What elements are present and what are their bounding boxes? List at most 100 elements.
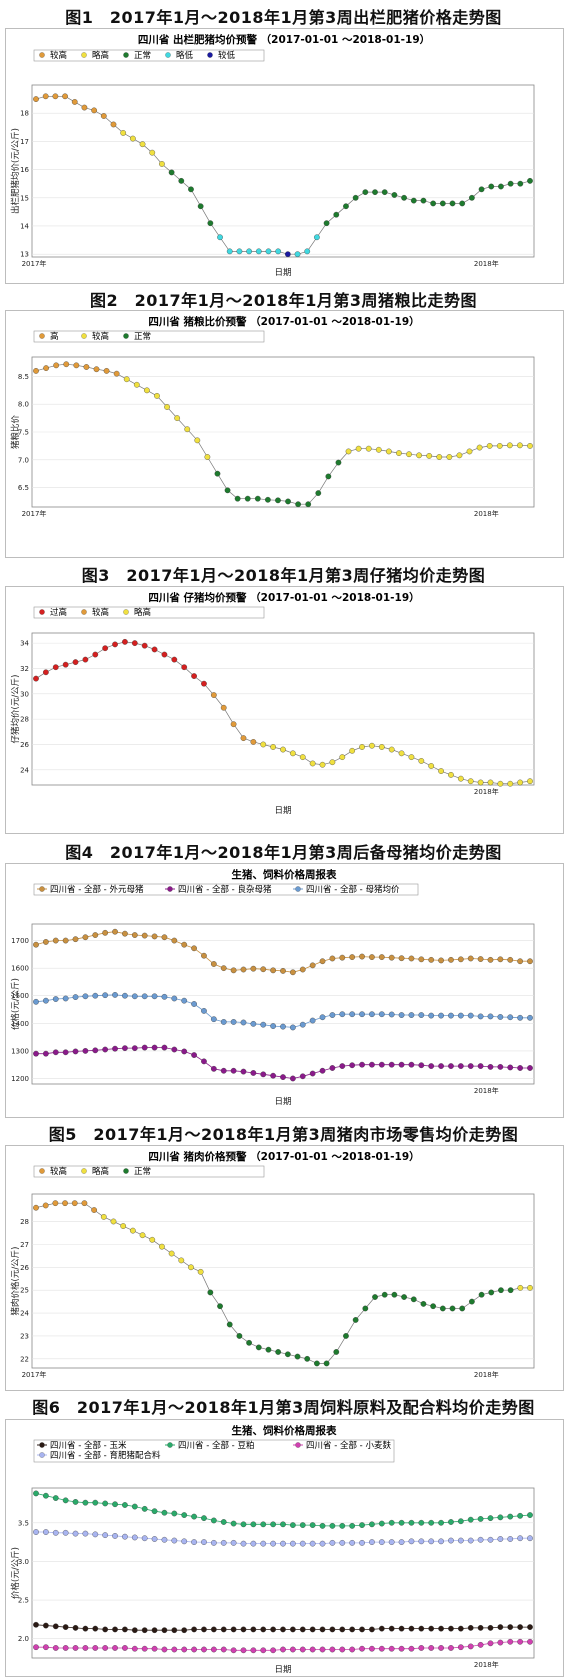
data-point	[329, 1646, 336, 1653]
data-point	[319, 1067, 326, 1074]
data-point	[151, 1536, 158, 1542]
data-point	[299, 754, 306, 761]
data-point	[181, 1538, 188, 1545]
x-tick-label: 2017年	[22, 1370, 47, 1379]
data-point	[246, 1339, 252, 1346]
data-point	[191, 673, 197, 679]
data-point	[349, 1062, 356, 1069]
data-point	[466, 448, 473, 455]
data-point	[201, 1008, 207, 1014]
figure-4-panel: 生猪、饲料价格周报表 四川省 - 全部 - 外元母猪 四川省 - 全部 - 良杂母猪…	[5, 863, 564, 1118]
data-point	[230, 1647, 237, 1654]
y-tick-label: 2.5	[18, 1597, 29, 1605]
plot-area	[31, 923, 535, 1085]
data-point	[319, 761, 326, 768]
y-tick-label: 24	[20, 1310, 29, 1318]
legend-label: 四川省 - 全部 - 豆粕	[178, 1440, 254, 1451]
data-point	[207, 1289, 214, 1296]
chart-title: 生猪、饲料价格周报表	[232, 1424, 337, 1437]
data-point	[122, 1626, 128, 1633]
data-point	[401, 194, 407, 201]
data-point	[197, 203, 204, 210]
data-point	[220, 1539, 227, 1546]
data-point	[280, 1023, 286, 1030]
data-point	[161, 1646, 168, 1653]
data-point	[527, 1624, 533, 1630]
data-point	[93, 366, 100, 373]
data-point	[207, 220, 214, 227]
data-point	[369, 1521, 375, 1528]
data-point	[260, 1540, 267, 1547]
data-point	[369, 1061, 375, 1068]
data-point	[448, 771, 454, 778]
figure-6-panel: 生猪、饲料价格周报表 四川省 - 全部 - 玉米 四川省 - 全部 - 豆粕 四川省 …	[5, 1419, 564, 1677]
data-point	[139, 141, 146, 148]
data-point	[329, 1626, 336, 1633]
data-point	[210, 1016, 217, 1023]
y-axis-label: 价格(元/公斤)	[10, 1547, 21, 1599]
data-point	[438, 768, 444, 774]
data-point	[329, 1012, 336, 1018]
data-point	[349, 1646, 356, 1653]
data-point	[477, 779, 484, 786]
data-point	[314, 234, 320, 241]
data-point	[428, 1012, 435, 1019]
data-point	[112, 1501, 118, 1508]
data-point	[507, 180, 514, 187]
data-point	[457, 956, 464, 963]
data-point	[309, 1646, 316, 1653]
chart-title: 四川省 出栏肥猪均价预警 （2017-01-01 ～2018-01-19）	[138, 33, 430, 46]
data-point	[378, 1011, 385, 1018]
data-point	[171, 1510, 178, 1517]
data-point	[299, 1073, 306, 1080]
data-point	[333, 211, 340, 218]
data-point	[517, 1624, 523, 1630]
data-point	[82, 1499, 89, 1506]
data-point	[378, 1645, 385, 1652]
legend: 较高 略高 正常	[33, 1165, 265, 1178]
data-point	[410, 1296, 417, 1303]
data-point	[497, 1064, 504, 1070]
data-point	[122, 930, 128, 937]
data-point	[362, 1305, 369, 1312]
data-point	[304, 1355, 311, 1362]
data-point	[62, 1049, 69, 1056]
data-point	[517, 180, 524, 187]
data-point	[438, 1063, 444, 1069]
data-point	[52, 1529, 59, 1536]
data-point	[517, 1014, 523, 1021]
y-tick-label: 27	[20, 1241, 29, 1249]
data-point	[299, 966, 306, 973]
chart-title: 生猪、饲料价格周报表	[232, 868, 337, 881]
data-point	[295, 501, 301, 508]
data-point	[497, 1014, 504, 1020]
data-point	[349, 1539, 356, 1546]
data-point	[122, 1502, 128, 1508]
data-point	[457, 1537, 464, 1544]
data-point	[164, 404, 170, 410]
data-point	[448, 1645, 454, 1651]
data-point	[343, 1333, 349, 1339]
data-point	[378, 1520, 385, 1527]
data-point	[299, 1021, 306, 1028]
data-point	[299, 1646, 306, 1653]
data-point	[220, 704, 227, 711]
data-point	[339, 1522, 346, 1529]
data-point	[102, 1046, 109, 1053]
x-tick-label: 2018年	[474, 1086, 499, 1095]
data-point	[517, 1638, 523, 1645]
data-point	[62, 1200, 68, 1207]
data-point	[141, 1645, 148, 1652]
legend-swatch	[207, 52, 213, 58]
data-point	[408, 1625, 415, 1632]
data-point	[378, 954, 385, 960]
data-point	[438, 1519, 444, 1526]
data-point	[122, 1045, 128, 1052]
chart-title: 四川省 猪肉价格预警 （2017-01-01 ～2018-01-19）	[148, 1150, 419, 1163]
data-point	[375, 446, 382, 453]
data-point	[112, 1533, 118, 1539]
data-point	[527, 1014, 533, 1021]
data-point	[260, 966, 267, 973]
data-point	[349, 747, 356, 754]
data-point	[43, 1529, 49, 1535]
